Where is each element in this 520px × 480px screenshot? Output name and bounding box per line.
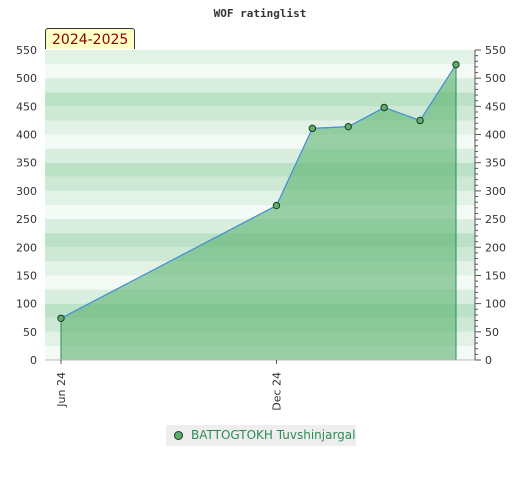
y-tick-label: 450 [16,100,37,113]
band [45,50,475,65]
y-axis-left: 0 50 100 150 200 250 300 350 400 450 500 550 [16,44,37,367]
y-tick-label: 200 [16,241,37,254]
data-point [452,60,460,69]
band [45,64,475,79]
y-tick-label: 0 [485,354,492,367]
y-tick-label: 200 [485,241,506,254]
y-tick-label: 50 [485,326,499,339]
y-tick-label: 0 [30,354,37,367]
y-tick-label: 300 [485,185,506,198]
x-tick-label: Jun 24 [55,372,68,408]
y-tick-label: 500 [16,72,37,85]
y-tick-label: 350 [16,157,37,170]
x-tick-label: Dec 24 [270,372,283,411]
data-point [380,103,388,112]
data-point [308,124,317,133]
x-axis: Jun 24 Dec 24 [45,359,475,411]
y-tick-label: 550 [485,44,506,57]
y-tick-label: 400 [16,129,37,142]
season-badge: 2024-2025 [45,28,136,49]
y-tick-label: 550 [16,44,37,57]
data-point [57,314,65,322]
data-points [57,60,460,322]
y-tick-label: 350 [485,157,506,170]
data-point [272,201,281,210]
y-tick-label: 400 [485,129,506,142]
legend-label: BATTOGTOKH Tuvshinjargal [191,428,356,442]
y-tick-label: 250 [485,213,506,226]
y-tick-label: 300 [16,185,37,198]
band [45,78,475,93]
y-tick-label: 250 [16,213,37,226]
y-axis-right: 0 50 100 150 200 250 300 350 400 450 500 550 [474,44,506,367]
y-tick-label: 150 [485,269,506,282]
y-tick-label: 50 [23,326,37,339]
data-point [344,122,352,131]
y-tick-label: 100 [485,298,506,311]
y-tick-label: 100 [16,298,37,311]
legend-marker-icon [174,431,183,440]
y-tick-label: 500 [485,72,506,85]
data-point [416,116,424,125]
band [45,92,475,107]
legend: BATTOGTOKH Tuvshinjargal [166,425,356,446]
y-tick-label: 150 [16,269,37,282]
y-tick-label: 450 [485,100,506,113]
chart-title: WOF ratinglist [214,7,307,20]
